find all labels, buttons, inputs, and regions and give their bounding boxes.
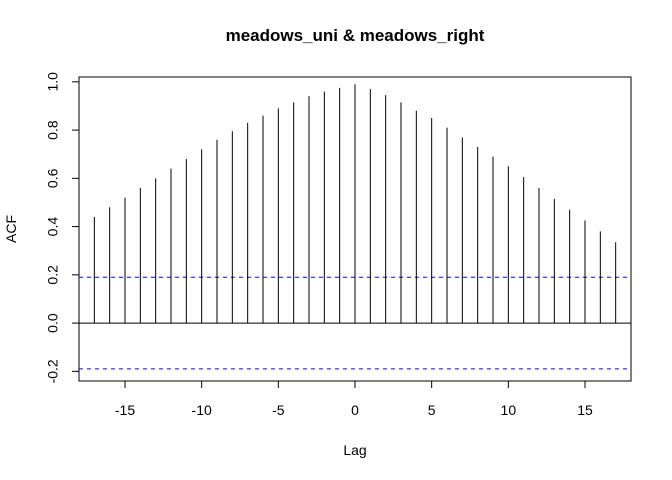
x-tick-label--5: -5 xyxy=(272,402,285,418)
x-tick-label-0: 0 xyxy=(351,402,359,418)
y-tick-label-0-4: 0.4 xyxy=(45,217,61,237)
y-tick-label-0-2: 0.2 xyxy=(45,265,61,285)
x-tick-label-15: 15 xyxy=(577,402,593,418)
y-tick-label-1: 1.0 xyxy=(45,72,61,92)
y-tick-label-0: 0.0 xyxy=(45,313,61,333)
x-tick-label-5: 5 xyxy=(428,402,436,418)
y-tick-label--0-2: -0.2 xyxy=(45,359,61,383)
x-axis-label: Lag xyxy=(343,442,366,458)
chart-title: meadows_uni & meadows_right xyxy=(226,26,485,45)
x-tick-label-10: 10 xyxy=(501,402,517,418)
y-tick-label-0-6: 0.6 xyxy=(45,168,61,188)
x-tick-label--15: -15 xyxy=(115,402,135,418)
x-tick-label--10: -10 xyxy=(192,402,212,418)
y-axis-label: ACF xyxy=(3,215,19,243)
y-tick-label-0-8: 0.8 xyxy=(45,120,61,140)
